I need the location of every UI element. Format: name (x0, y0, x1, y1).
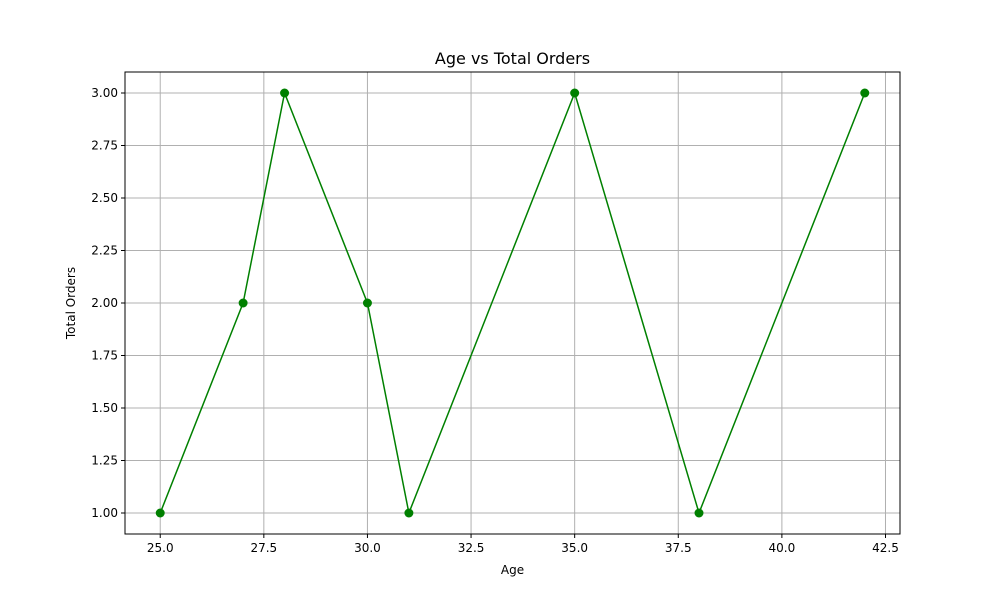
y-tick-label: 1.50 (91, 401, 118, 415)
x-axis-title: Age (501, 563, 524, 577)
data-point-marker (404, 508, 414, 518)
x-tick-label: 37.5 (665, 541, 692, 555)
y-tick-label: 3.00 (91, 86, 118, 100)
chart-title: Age vs Total Orders (435, 49, 590, 68)
y-tick-label: 2.50 (91, 191, 118, 205)
data-point-marker (155, 508, 165, 518)
ticks-layer: 25.0 27.5 30.0 32.5 35.0 37.5 40.0 42.5 1.00 1.25… (91, 86, 899, 555)
x-tick-label: 35.0 (561, 541, 588, 555)
y-tick-label: 2.00 (91, 296, 118, 310)
data-point-marker (570, 88, 580, 98)
y-tick-label: 1.75 (91, 349, 118, 363)
y-tick-label: 1.25 (91, 454, 118, 468)
y-tick-label: 2.75 (91, 139, 118, 153)
data-point-marker (238, 298, 248, 308)
x-tick-label: 40.0 (769, 541, 796, 555)
y-tick-label: 2.25 (91, 244, 118, 258)
series-line (159, 92, 866, 514)
x-tick-label: 30.0 (354, 541, 381, 555)
data-point-marker (694, 508, 704, 518)
x-tick-label: 25.0 (147, 541, 174, 555)
data-point-marker (280, 88, 290, 98)
series-layer (155, 88, 870, 518)
data-point-marker (362, 298, 372, 308)
x-tick-label: 27.5 (250, 541, 277, 555)
data-point-marker (860, 88, 870, 98)
x-tick-label: 42.5 (872, 541, 899, 555)
x-tick-label: 32.5 (458, 541, 485, 555)
y-axis-title: Total Orders (64, 267, 78, 340)
y-tick-label: 1.00 (91, 506, 118, 520)
